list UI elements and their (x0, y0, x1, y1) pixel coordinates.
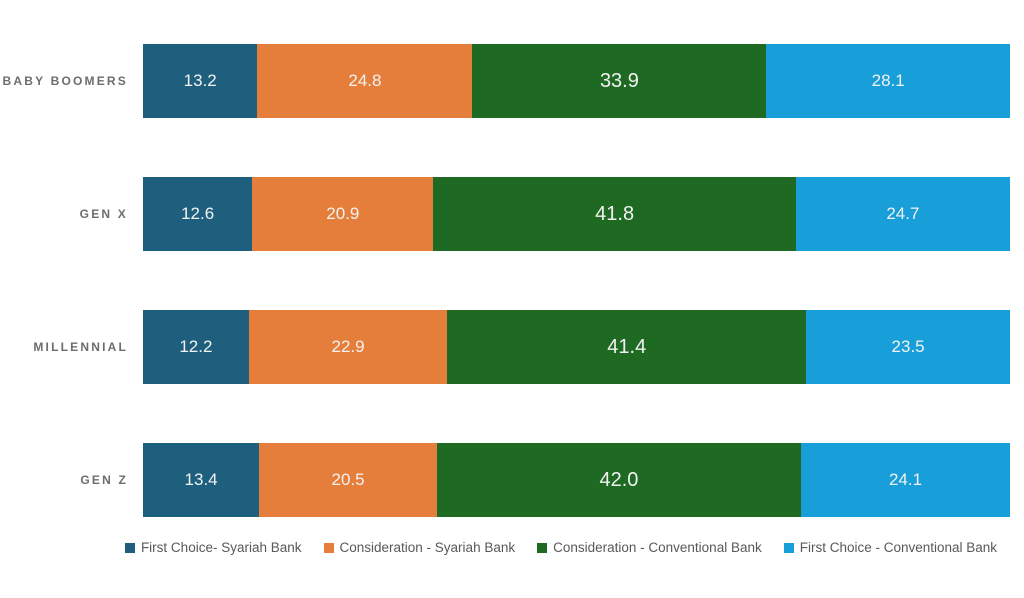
bar-segment: 13.2 (143, 44, 258, 118)
bar-segment: 24.8 (257, 44, 473, 118)
bar-segment: 20.5 (259, 443, 437, 517)
category-label: MILLENNIAL (33, 340, 128, 354)
bar-segment: 42.0 (436, 443, 802, 517)
value-label: 13.4 (184, 470, 218, 489)
bar-segment: 28.1 (766, 44, 1010, 118)
value-label: 13.2 (183, 71, 217, 90)
chart-rows: BABY BOOMERS 13.2 24.8 33.9 28.1 GEN X 12.6 20.… (0, 44, 1024, 517)
chart-row: MILLENNIAL 12.2 22.9 41.4 23.5 (0, 310, 1024, 384)
value-label: 23.5 (891, 337, 925, 356)
bar-segment: 41.8 (433, 177, 796, 251)
bar: 12.2 22.9 41.4 23.5 (143, 310, 1010, 384)
bar-segment: 12.2 (143, 310, 249, 384)
category-label: GEN X (79, 207, 128, 221)
value-label: 22.9 (331, 337, 365, 356)
chart-row: BABY BOOMERS 13.2 24.8 33.9 28.1 (0, 44, 1024, 118)
legend-swatch-icon (537, 542, 548, 553)
chart-row: GEN X 12.6 20.9 41.8 24.7 (0, 177, 1024, 251)
value-label: 24.1 (888, 470, 923, 489)
chart-row: GEN Z 13.4 20.5 42.0 24.1 (0, 443, 1024, 517)
bar-segment: 24.1 (801, 443, 1010, 517)
bar: 13.4 20.5 42.0 24.1 (143, 443, 1010, 517)
bar-segment: 12.6 (143, 177, 253, 251)
value-label: 20.9 (326, 204, 360, 223)
bar: 12.6 20.9 41.8 24.7 (143, 177, 1010, 251)
bar-segment: 22.9 (248, 310, 448, 384)
legend-label: First Choice- Syariah Bank (140, 540, 302, 555)
category-label: BABY BOOMERS (2, 74, 128, 88)
legend-label: Consideration - Syariah Bank (339, 540, 516, 555)
value-label: 24.7 (886, 204, 920, 223)
value-label: 42.0 (599, 468, 639, 491)
value-label: 12.2 (179, 337, 213, 356)
value-label: 41.8 (595, 202, 635, 225)
legend-swatch-icon (323, 542, 334, 553)
legend-label: Consideration - Conventional Bank (553, 540, 762, 555)
bar-segment: 24.7 (795, 177, 1010, 251)
category-label: GEN Z (80, 473, 128, 487)
legend-item: Consideration - Syariah Bank (323, 540, 516, 555)
legend-item: Consideration - Conventional Bank (537, 540, 762, 555)
legend-swatch-icon (124, 542, 135, 553)
legend-swatch-icon (783, 542, 794, 553)
value-label: 33.9 (599, 69, 639, 92)
bar: 13.2 24.8 33.9 28.1 (143, 44, 1010, 118)
legend-label: First Choice - Conventional Bank (799, 540, 998, 555)
legend-item: First Choice - Conventional Bank (783, 540, 998, 555)
bar-segment: 23.5 (806, 310, 1010, 384)
bar-segment: 20.9 (252, 177, 434, 251)
bar-segment: 13.4 (143, 443, 260, 517)
chart-legend: First Choice- Syariah Bank Consideration … (112, 540, 1010, 555)
value-label: 12.6 (181, 204, 215, 223)
value-label: 24.8 (348, 71, 382, 90)
value-label: 41.4 (607, 335, 647, 358)
bar-segment: 41.4 (447, 310, 807, 384)
value-label: 20.5 (331, 470, 365, 489)
legend-item: First Choice- Syariah Bank (124, 540, 302, 555)
value-label: 28.1 (871, 71, 905, 90)
bar-segment: 33.9 (472, 44, 767, 118)
